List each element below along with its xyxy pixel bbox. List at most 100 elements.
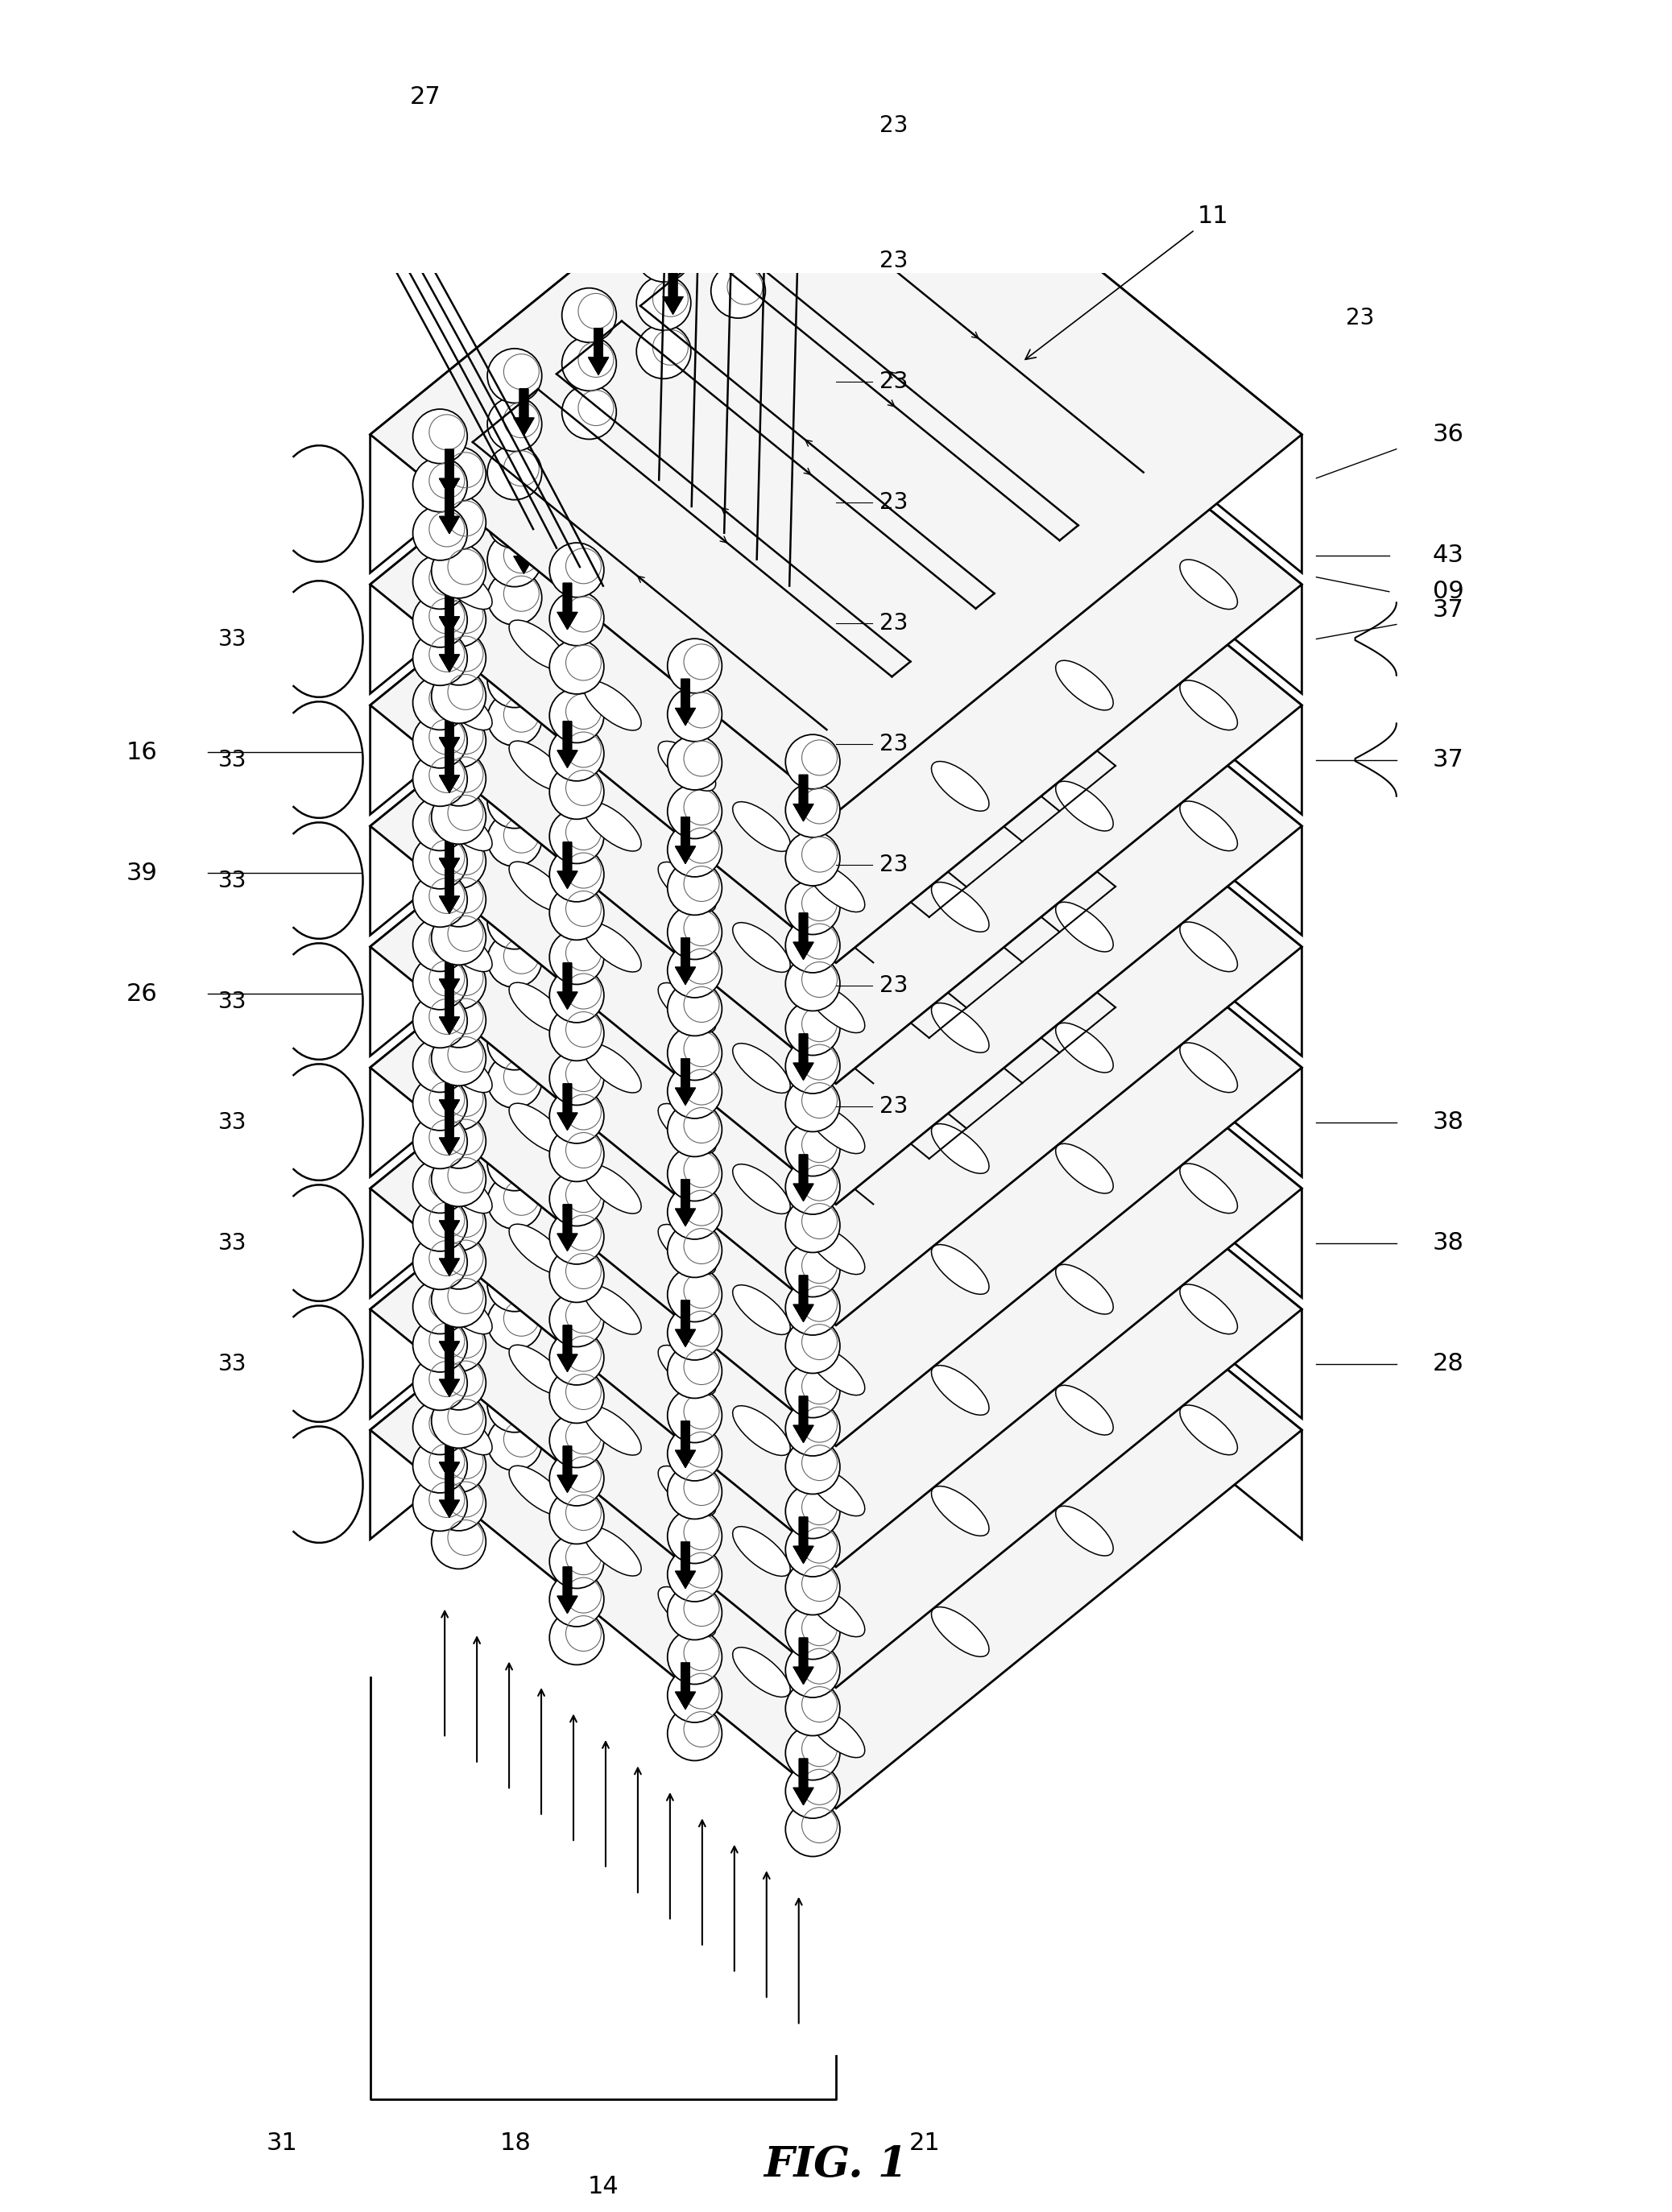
Ellipse shape	[808, 860, 864, 911]
FancyArrow shape	[793, 774, 814, 821]
FancyArrow shape	[737, 949, 757, 995]
Polygon shape	[836, 568, 1302, 1055]
Ellipse shape	[413, 409, 466, 465]
FancyArrow shape	[662, 1252, 684, 1298]
FancyArrow shape	[440, 1071, 460, 1117]
Ellipse shape	[931, 1002, 990, 1053]
FancyArrow shape	[793, 1276, 814, 1323]
Ellipse shape	[562, 1234, 617, 1290]
Ellipse shape	[881, 1042, 940, 1093]
Ellipse shape	[667, 1064, 722, 1119]
Text: 23: 23	[879, 613, 908, 635]
FancyArrow shape	[440, 449, 460, 495]
Ellipse shape	[711, 796, 766, 849]
FancyArrow shape	[557, 584, 577, 630]
FancyArrow shape	[813, 768, 833, 814]
Ellipse shape	[1030, 679, 1088, 730]
Ellipse shape	[550, 847, 604, 902]
Ellipse shape	[808, 378, 864, 427]
Ellipse shape	[786, 1402, 839, 1455]
Ellipse shape	[808, 982, 864, 1031]
FancyArrow shape	[662, 268, 684, 314]
FancyArrow shape	[513, 1252, 533, 1298]
Text: 37: 37	[1433, 748, 1465, 772]
FancyArrow shape	[440, 1349, 460, 1396]
Ellipse shape	[1105, 1104, 1164, 1152]
Polygon shape	[836, 447, 1302, 936]
Ellipse shape	[711, 872, 766, 927]
Ellipse shape	[711, 215, 766, 270]
Ellipse shape	[562, 593, 617, 646]
FancyArrow shape	[557, 1206, 577, 1252]
Ellipse shape	[659, 1467, 716, 1515]
Ellipse shape	[711, 263, 766, 319]
Ellipse shape	[562, 385, 617, 440]
FancyArrow shape	[440, 745, 460, 792]
Ellipse shape	[584, 1044, 642, 1093]
FancyArrow shape	[440, 1230, 460, 1276]
FancyArrow shape	[793, 1759, 814, 1805]
FancyArrow shape	[557, 843, 577, 889]
Ellipse shape	[682, 721, 741, 770]
FancyArrow shape	[675, 1420, 696, 1469]
Ellipse shape	[637, 734, 691, 790]
Polygon shape	[836, 55, 1302, 573]
Ellipse shape	[808, 619, 864, 668]
FancyArrow shape	[662, 648, 684, 695]
Ellipse shape	[413, 675, 466, 730]
Ellipse shape	[562, 675, 617, 730]
Ellipse shape	[786, 1243, 839, 1296]
FancyArrow shape	[440, 1312, 460, 1358]
FancyArrow shape	[675, 1179, 696, 1225]
FancyArrow shape	[737, 1190, 757, 1237]
Ellipse shape	[562, 916, 617, 971]
Ellipse shape	[562, 1075, 617, 1130]
FancyArrow shape	[737, 1071, 757, 1117]
Ellipse shape	[550, 1573, 604, 1626]
Text: 23: 23	[879, 732, 908, 754]
FancyArrow shape	[589, 708, 609, 754]
Ellipse shape	[562, 1115, 617, 1168]
Polygon shape	[370, 568, 1302, 1325]
Ellipse shape	[487, 894, 542, 949]
Ellipse shape	[782, 1124, 839, 1172]
FancyArrow shape	[675, 1663, 696, 1710]
FancyArrow shape	[662, 889, 684, 936]
FancyArrow shape	[513, 889, 533, 936]
Ellipse shape	[711, 1037, 766, 1093]
Text: 33: 33	[217, 869, 246, 891]
Ellipse shape	[558, 821, 617, 872]
FancyArrow shape	[675, 1542, 696, 1588]
FancyArrow shape	[440, 1192, 460, 1239]
Ellipse shape	[786, 956, 839, 1011]
Ellipse shape	[413, 1400, 466, 1455]
FancyArrow shape	[662, 1130, 684, 1177]
Ellipse shape	[487, 692, 542, 745]
FancyArrow shape	[675, 1301, 696, 1347]
FancyArrow shape	[440, 588, 460, 635]
Ellipse shape	[931, 883, 990, 931]
FancyArrow shape	[589, 467, 609, 513]
FancyArrow shape	[675, 816, 696, 863]
Ellipse shape	[637, 533, 691, 586]
Ellipse shape	[550, 765, 604, 818]
Ellipse shape	[1180, 1285, 1237, 1334]
FancyArrow shape	[589, 1192, 609, 1239]
FancyArrow shape	[589, 830, 609, 876]
FancyArrow shape	[513, 389, 533, 436]
FancyArrow shape	[737, 1071, 757, 1117]
Ellipse shape	[786, 653, 839, 708]
Ellipse shape	[413, 630, 466, 686]
Ellipse shape	[786, 1053, 839, 1108]
Ellipse shape	[1180, 801, 1237, 852]
Ellipse shape	[808, 257, 864, 307]
Ellipse shape	[786, 204, 839, 257]
Ellipse shape	[667, 1102, 722, 1157]
FancyArrow shape	[737, 586, 757, 633]
Ellipse shape	[786, 1040, 839, 1093]
Ellipse shape	[711, 752, 766, 805]
Polygon shape	[370, 206, 1302, 962]
Ellipse shape	[732, 1285, 791, 1334]
FancyArrow shape	[662, 1252, 684, 1298]
Ellipse shape	[637, 812, 691, 867]
